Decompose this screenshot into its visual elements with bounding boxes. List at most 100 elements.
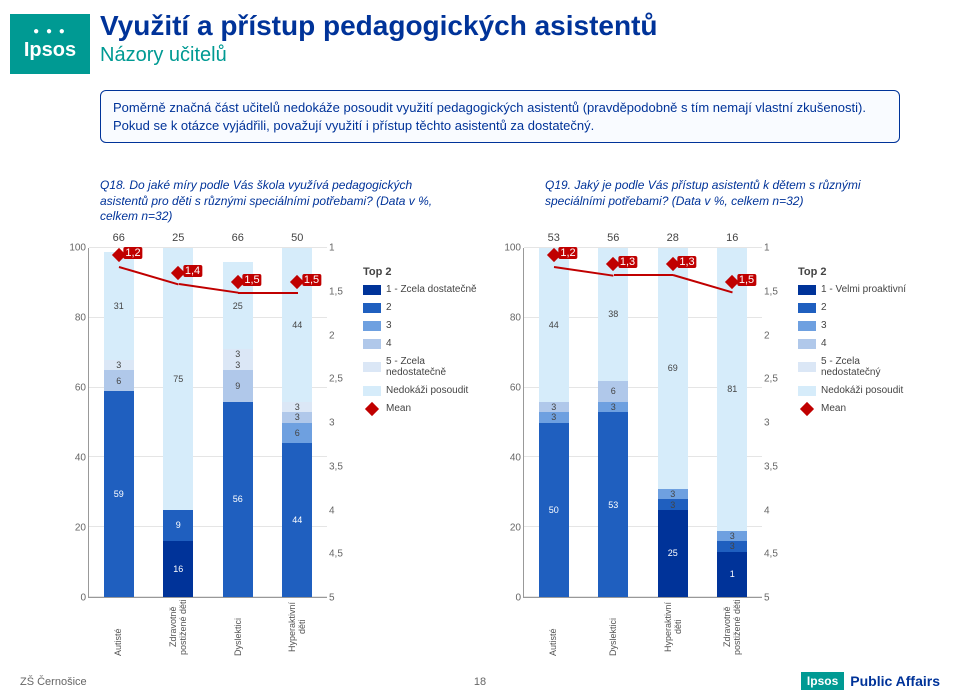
- x-axis-label: Hyperaktivní děti: [643, 598, 703, 656]
- legend-mean: Mean: [363, 403, 485, 414]
- legend-item: 4: [363, 338, 485, 349]
- bar-segment: 69: [658, 248, 688, 489]
- stacked-bar: 4463344: [282, 248, 312, 597]
- chart-right-legend: Top 2 1 - Velmi proaktivní 2 3 4 5 - Zcela n…: [790, 248, 920, 598]
- top2-value: 50: [268, 232, 328, 244]
- bar-segment: 3: [223, 349, 253, 359]
- page-subtitle: Názory učitelů: [100, 44, 940, 67]
- top2-value: 66: [208, 232, 268, 244]
- legend-item: 3: [363, 320, 485, 331]
- x-axis-label: Dyslektici: [208, 598, 268, 656]
- footer-logo: Ipsos Public Affairs: [801, 672, 940, 690]
- mean-label: 1,5: [737, 274, 756, 286]
- footer-page: 18: [474, 676, 486, 688]
- bar-segment: 25: [658, 510, 688, 597]
- legend-item: 4: [798, 338, 920, 349]
- stacked-bar: 533638: [598, 248, 628, 597]
- x-axis-label: Zdravotně postižené děti: [148, 598, 208, 656]
- bar-segment: 9: [163, 510, 193, 541]
- x-axis-label: Hyperaktivní děti: [267, 598, 327, 656]
- bar-segment: 3: [598, 402, 628, 412]
- page-title: Využití a přístup pedagogických asistent…: [100, 10, 940, 42]
- legend-item: 5 - Zcela nedostatečně: [363, 356, 485, 378]
- footer-brand-box: Ipsos: [801, 672, 844, 690]
- question-row: Q18. Do jaké míry podle Vás škola využív…: [100, 178, 900, 225]
- top2-value: 53: [524, 232, 584, 244]
- stacked-bar: 16975: [163, 248, 193, 597]
- summary-textbox: Poměrně značná část učitelů nedokáže pos…: [100, 90, 900, 143]
- question-right: Q19. Jaký je podle Vás přístup asistentů…: [545, 178, 900, 225]
- chart-right-block: 020406080100 535033445653363828253369161…: [495, 248, 920, 656]
- bar-segment: 56: [223, 402, 253, 597]
- chart-left-yaxis2: 11,522,533,544,55: [327, 248, 355, 598]
- bar-segment: 3: [717, 541, 747, 551]
- legend-item: 2: [798, 302, 920, 313]
- legend-title: Top 2: [363, 266, 485, 278]
- legend-title: Top 2: [798, 266, 920, 278]
- mean-label: 1,5: [302, 274, 321, 286]
- x-axis-label: Autisté: [523, 598, 583, 656]
- x-axis-label: Dyslektici: [583, 598, 643, 656]
- top2-value: 16: [703, 232, 763, 244]
- bar-segment: 3: [658, 489, 688, 499]
- mean-label: 1,3: [677, 256, 696, 268]
- chart-left-block: 020406080100 665963312516975665693325504…: [60, 248, 485, 656]
- chart-right-yaxis: 020406080100: [495, 248, 523, 598]
- bar-segment: 6: [104, 370, 134, 391]
- top2-value: 25: [149, 232, 209, 244]
- legend-item: 2: [363, 302, 485, 313]
- top2-value: 66: [89, 232, 149, 244]
- bar-segment: 44: [282, 248, 312, 402]
- chart-right-yaxis2: 11,522,533,544,55: [762, 248, 790, 598]
- legend-item: 1 - Zcela dostatečně: [363, 284, 485, 295]
- legend-item: Nedokáži posoudit: [798, 385, 920, 396]
- stacked-bar: 596331: [104, 248, 134, 597]
- header: Využití a přístup pedagogických asistent…: [100, 10, 940, 67]
- legend-item: 3: [798, 320, 920, 331]
- bar-segment: 16: [163, 541, 193, 597]
- bar-segment: 6: [282, 423, 312, 444]
- bar-segment: 3: [539, 402, 569, 412]
- legend-mean: Mean: [798, 403, 920, 414]
- stacked-bar: 503344: [539, 248, 569, 597]
- mean-label: 1,4: [183, 265, 202, 277]
- x-axis-label: Zdravotně postižené děti: [702, 598, 762, 656]
- footer-brand-text: Public Affairs: [850, 673, 940, 689]
- mean-label: 1,3: [618, 256, 637, 268]
- chart-right-plot: 53503344565336382825336916133811,21,31,3…: [523, 248, 762, 598]
- chart-left-xlabels: AutistéZdravotně postižené dětiDyslektic…: [88, 598, 327, 656]
- stacked-bar: 13381: [717, 248, 747, 597]
- bar-segment: 3: [104, 360, 134, 370]
- bar-segment: 53: [598, 412, 628, 597]
- bar-segment: 3: [223, 360, 253, 370]
- brand-name: Ipsos: [24, 39, 76, 62]
- legend-item: 1 - Velmi proaktivní: [798, 284, 920, 295]
- bar-segment: 44: [282, 443, 312, 597]
- chart-left-plot: 6659633125169756656933255044633441,21,41…: [88, 248, 327, 598]
- stacked-bar: 253369: [658, 248, 688, 597]
- footer-left: ZŠ Černošice: [20, 676, 87, 688]
- top2-value: 56: [584, 232, 644, 244]
- bar-segment: 3: [282, 402, 312, 412]
- legend-item: Nedokáži posoudit: [363, 385, 485, 396]
- brand-logo: ● ● ● Ipsos: [10, 14, 90, 74]
- legend-item: 5 - Zcela nedostatečný: [798, 356, 920, 378]
- logo-dots: ● ● ●: [33, 26, 67, 37]
- bar-segment: 50: [539, 423, 569, 598]
- charts-container: 020406080100 665963312516975665693325504…: [60, 248, 920, 656]
- mean-label: 1,2: [123, 247, 142, 259]
- top2-value: 28: [643, 232, 703, 244]
- bar-segment: 44: [539, 248, 569, 402]
- mean-label: 1,5: [242, 274, 261, 286]
- chart-left-legend: Top 2 1 - Zcela dostatečně 2 3 4 5 - Zcela n…: [355, 248, 485, 598]
- bar-segment: 75: [163, 248, 193, 510]
- bar-segment: 3: [539, 412, 569, 422]
- chart-left-yaxis: 020406080100: [60, 248, 88, 598]
- bar-segment: 1: [717, 552, 747, 597]
- mean-label: 1,2: [558, 247, 577, 259]
- bar-segment: 3: [282, 412, 312, 422]
- chart-right-xlabels: AutistéDyslekticiHyperaktivní dětiZdravo…: [523, 598, 762, 656]
- bar-segment: 3: [658, 499, 688, 509]
- x-axis-label: Autisté: [88, 598, 148, 656]
- bar-segment: 9: [223, 370, 253, 401]
